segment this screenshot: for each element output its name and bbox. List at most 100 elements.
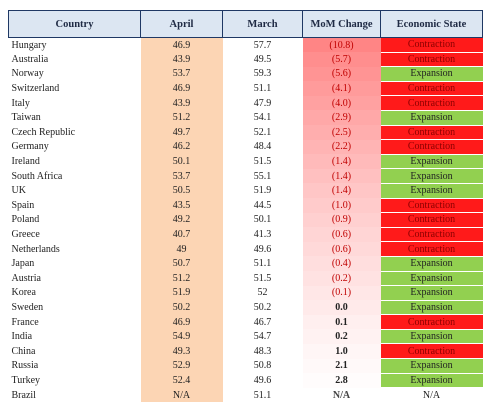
cell: 52.1 [253,126,272,138]
cell: 46.9 [140,81,223,96]
cell: (0.4) [302,256,381,271]
cell: Contraction [380,343,483,360]
cell: N/A [140,387,223,403]
table-row: Japan 50.7 51.1 (0.4) Expansion [9,256,483,272]
cell: 1.0 [302,343,381,359]
cell: 50.1 [253,214,272,226]
table-body: Hungary 46.9 57.7 (10.8) Contraction Australi… [9,37,483,403]
cell: 43.9 [140,52,223,67]
cell: Italy [11,97,30,109]
cell: 51.1 [253,83,272,95]
cell: 46.2 [140,139,223,155]
table-row: UK 50.5 51.9 (1.4) Expansion [9,183,483,199]
cell: Hungary [11,39,47,51]
cell: 49 [140,241,223,257]
cell: Netherlands [11,243,60,255]
cell: 51.1 [253,258,272,270]
table-row: Korea 51.9 52 (0.1) Expansion [9,285,483,301]
cell: Switzerland [11,83,60,95]
table-row: Poland 49.2 50.1 (0.9) Contraction [9,212,483,228]
cell: Expansion [380,168,483,184]
table-row: Italy 43.9 47.9 (4.0) Contraction [9,95,483,111]
cell: 51.1 [253,389,272,401]
header-row: Country April March MoM Change Economic Stat… [8,10,483,38]
header-cell: April [140,10,223,38]
cell: 0.1 [302,314,381,330]
cell: 2.1 [302,358,381,374]
table-row: Austria 51.2 51.5 (0.2) Expansion [9,271,483,287]
cell: Czech Republic [11,126,76,138]
cell: 54.7 [253,331,272,343]
table-row: India 54.9 54.7 0.2 Expansion [9,329,483,345]
table-row: Hungary 46.9 57.7 (10.8) Contraction [9,37,483,53]
cell: (2.9) [302,110,381,126]
header-cell: March [222,10,303,38]
cell: (10.8) [302,37,381,53]
cell: 50.7 [140,256,223,271]
cell: 50.5 [140,183,223,199]
table-row: Czech Republic 49.7 52.1 (2.5) Contraction [9,125,483,141]
cell: 51.2 [140,110,223,126]
cell: 51.5 [253,272,272,284]
cell: (1.4) [302,168,381,184]
table-row: South Africa 53.7 55.1 (1.4) Expansion [9,168,483,184]
table-row: Germany 46.2 48.4 (2.2) Contraction [9,139,483,155]
cell: (1.4) [302,183,381,199]
table-row: Spain 43.5 44.5 (1.0) Contraction [9,198,483,214]
cell: N/A [380,387,483,403]
cell: Poland [11,214,40,226]
cell: 43.5 [140,198,223,213]
cell: 43.9 [140,95,223,111]
cell: Expansion [380,183,483,199]
cell: (0.1) [302,285,381,301]
cell: 51.9 [140,285,223,301]
cell: 49.3 [140,343,223,359]
cell: 50.2 [140,300,223,315]
cell: Australia [11,53,49,65]
cell: Japan [11,258,35,270]
cell: 50.8 [253,360,272,372]
cell: Russia [11,360,39,372]
cell: Contraction [380,241,483,257]
table-row: China 49.3 48.3 1.0 Contraction [9,343,483,360]
cell: Contraction [380,198,483,214]
cell: Germany [11,141,49,153]
cell: 46.9 [140,314,223,330]
table-row: Turkey 52.4 49.6 2.8 Expansion [9,373,483,389]
cell: China [11,345,36,357]
cell: Expansion [380,329,483,345]
cell: India [11,331,33,343]
cell: (1.0) [302,198,381,213]
table-row: Australia 43.9 49.5 (5.7) Contraction [9,52,483,68]
cell: 48.4 [253,141,272,153]
cell: Contraction [380,314,483,330]
cell: Expansion [380,358,483,374]
cell: 57.7 [253,39,272,51]
cell: 54.1 [253,112,272,124]
cell: Contraction [380,81,483,97]
cell: Spain [11,199,35,211]
cell: Expansion [380,256,483,272]
header-cell: Country [8,10,141,38]
cell: (0.2) [302,271,381,286]
table-row: Ireland 50.1 51.5 (1.4) Expansion [9,154,483,170]
table-row: Netherlands 49 49.6 (0.6) Contraction [9,241,483,257]
header-cell: Economic State [380,10,483,38]
cell: Ireland [11,156,40,168]
cell: Greece [11,229,40,241]
cell: 54.9 [140,329,223,344]
cell: (2.2) [302,139,381,155]
cell: 50.2 [253,301,272,313]
cell: (0.9) [302,212,381,228]
cell: Brazil [11,389,36,401]
cell: N/A [332,389,351,401]
cell: 41.3 [253,229,272,241]
cell: Contraction [380,125,483,141]
cell: 0.0 [302,300,381,315]
cell: Contraction [380,227,483,243]
cell: Expansion [380,66,483,82]
cell: 51.9 [253,185,272,197]
cell: 50.1 [140,154,223,169]
cell: 48.3 [253,345,272,357]
